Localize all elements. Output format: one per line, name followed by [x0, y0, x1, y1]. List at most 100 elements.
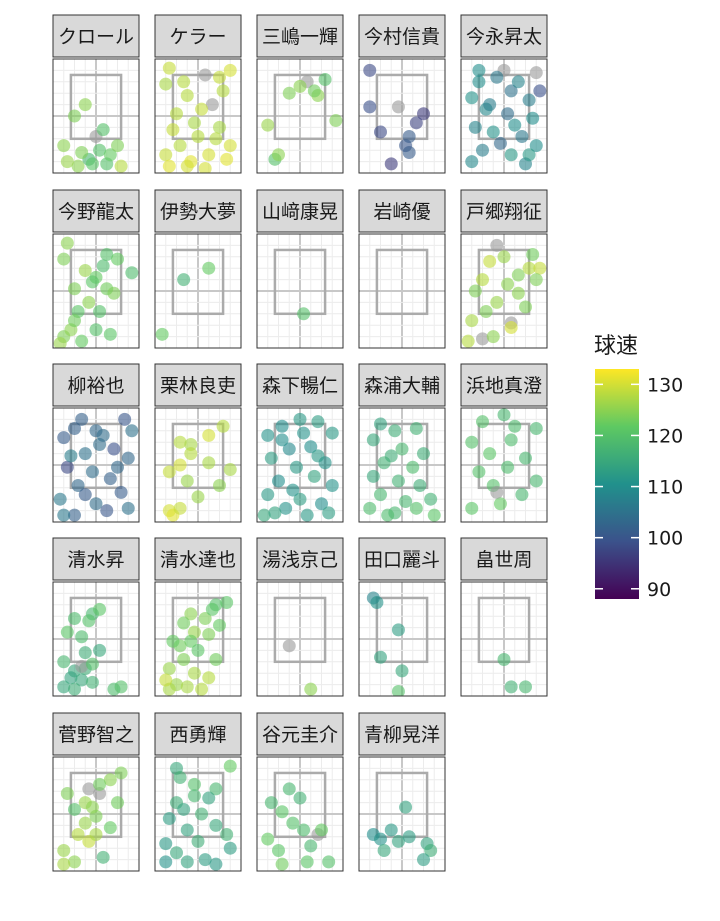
panel-points	[159, 759, 237, 871]
panel-points	[396, 348, 409, 361]
pitch-point	[93, 786, 107, 800]
colorbar-tick-label: 110	[647, 477, 683, 499]
pitch-point	[107, 442, 121, 456]
strike-zone	[375, 73, 429, 141]
pitch-point	[272, 474, 285, 488]
panel-points	[465, 63, 547, 171]
pitch-point	[57, 655, 71, 669]
pitch-point	[68, 611, 81, 625]
panel-grid	[257, 757, 343, 871]
panel-border	[460, 233, 548, 349]
pitch-point	[465, 314, 479, 328]
facet-label: ケラー	[169, 26, 226, 48]
panel-border	[256, 58, 344, 174]
pitch-point	[374, 125, 387, 139]
pitch-point	[173, 139, 187, 153]
pitch-point	[366, 469, 380, 483]
pitch-point	[300, 855, 314, 869]
pitch-point	[293, 492, 307, 506]
pitch-point	[519, 680, 532, 694]
pitch-point	[493, 136, 507, 150]
pitch-point	[279, 501, 293, 515]
panel-border	[358, 58, 446, 174]
pitch-point	[493, 497, 507, 511]
pitch-point	[465, 91, 479, 105]
facet-strip	[358, 712, 446, 756]
pitch-point	[184, 634, 198, 648]
pitch-point	[159, 855, 173, 869]
pitch-point	[85, 675, 99, 689]
pitch-point	[497, 653, 511, 667]
pitch-point	[479, 305, 493, 319]
pitch-point	[202, 428, 216, 442]
pitch-point	[111, 460, 124, 474]
pitch-point	[519, 300, 532, 314]
pitch-point	[501, 277, 515, 291]
pitch-point	[205, 98, 219, 112]
facet-strip	[154, 712, 242, 756]
pitch-point	[318, 73, 332, 87]
pitch-point	[68, 508, 81, 522]
pitch-point	[370, 596, 384, 610]
pitch-point	[402, 830, 416, 844]
pitch-point	[173, 771, 187, 785]
pitch-point	[213, 120, 226, 134]
pitch-point	[504, 433, 518, 447]
pitch-point	[476, 415, 489, 429]
strike-zone	[375, 596, 429, 664]
pitch-point	[71, 828, 85, 842]
pitch-point	[202, 791, 216, 805]
facet-strip	[460, 537, 548, 581]
pitch-point	[103, 148, 117, 162]
pitch-point	[93, 143, 107, 157]
pitch-point	[162, 465, 176, 479]
pitch-point	[75, 412, 89, 426]
pitch-point	[184, 437, 198, 451]
pitch-point	[202, 671, 216, 685]
pitch-point	[261, 428, 275, 442]
pitch-point	[490, 238, 504, 252]
facet-label: 山﨑康晃	[262, 201, 338, 223]
pitch-point	[395, 664, 409, 678]
panel-grid	[257, 234, 343, 348]
pitch-point	[501, 107, 515, 121]
panel-border	[52, 233, 140, 349]
panel-points	[53, 236, 139, 348]
pitch-point	[57, 680, 71, 694]
pitch-point	[272, 148, 285, 162]
facet-label: 清水達也	[160, 549, 236, 571]
facet-label: 菅野智之	[58, 724, 134, 746]
facet-panel: 湯浅京己	[256, 537, 344, 697]
pitch-point	[223, 759, 237, 773]
pitch-point	[82, 614, 96, 628]
pitch-point	[472, 465, 486, 479]
panel-border	[52, 407, 140, 523]
pitch-point	[396, 348, 409, 361]
panel-points	[366, 591, 409, 696]
pitch-point	[177, 653, 191, 667]
pitch-point	[490, 70, 504, 84]
pitch-point	[173, 501, 187, 515]
pitch-point	[213, 70, 226, 84]
facet-label: 畠世周	[475, 549, 532, 571]
panel-border	[460, 407, 548, 523]
pitch-point	[490, 295, 504, 309]
pitch-point	[384, 449, 398, 463]
facet-strip	[154, 14, 242, 58]
pitch-point	[68, 682, 81, 696]
pitch-point	[325, 479, 339, 493]
pitch-point	[100, 504, 114, 518]
pitch-point	[213, 479, 226, 493]
facet-label: クロール	[58, 26, 134, 48]
pitch-point	[315, 823, 328, 837]
pitch-point	[85, 800, 99, 814]
pitch-point	[293, 791, 307, 805]
facet-panel: 森下暢仁	[256, 363, 344, 523]
panel-points	[465, 408, 543, 515]
pitch-point	[209, 857, 223, 871]
pitch-point	[508, 419, 522, 433]
facet-panel: 田口麗斗	[358, 537, 446, 697]
pitch-point	[483, 447, 497, 461]
pitch-point	[220, 152, 234, 166]
pitch-point	[78, 263, 92, 277]
